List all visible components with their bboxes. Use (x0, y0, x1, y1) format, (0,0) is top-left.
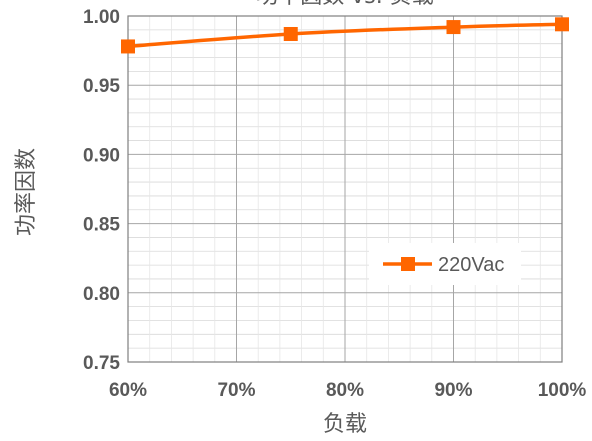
x-tick-label: 90% (434, 380, 472, 401)
grid (127, 15, 563, 363)
tick-labels: 0.75 0.80 0.85 0.90 0.95 1.00 60% 70% 80% 90% 100% (83, 7, 586, 401)
plot-area-border (127, 15, 563, 363)
y-tick-label: 0.95 (83, 76, 120, 97)
legend-marker-swatch (401, 257, 415, 271)
y-axis-title: 功率因数 (14, 148, 39, 236)
y-tick-label: 0.75 (83, 353, 120, 374)
chart-title: 功率因数 vs. 负载 (256, 0, 433, 9)
y-tick-label: 0.80 (83, 284, 120, 305)
legend: 220Vac (369, 243, 521, 285)
data-point-marker (283, 26, 298, 41)
y-tick-label: 1.00 (83, 7, 120, 28)
x-axis-title: 负载 (323, 412, 367, 437)
series-220vac (121, 17, 569, 54)
data-point-marker (555, 17, 569, 32)
y-tick-label: 0.85 (83, 215, 120, 236)
y-tick-label: 0.90 (83, 145, 120, 166)
plot-frame (127, 15, 563, 363)
x-tick-label: 100% (538, 380, 587, 401)
x-tick-label: 60% (109, 380, 147, 401)
x-tick-label: 70% (217, 380, 255, 401)
x-tick-label: 80% (326, 380, 364, 401)
data-point-marker (121, 39, 135, 54)
series-line-220vac (126, 22, 564, 49)
legend-label: 220Vac (438, 254, 504, 276)
data-point-marker (446, 20, 461, 35)
